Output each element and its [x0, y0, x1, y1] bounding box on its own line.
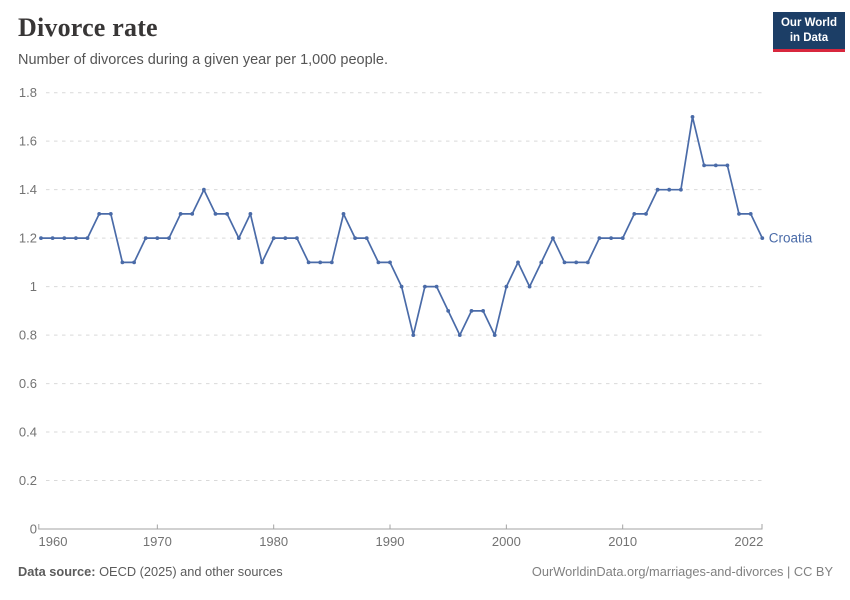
data-point[interactable] [457, 333, 462, 337]
data-point[interactable] [388, 260, 392, 265]
data-point[interactable] [492, 333, 497, 337]
data-point[interactable] [644, 212, 648, 216]
data-point[interactable] [725, 163, 730, 168]
y-axis-tick-label: 0 [30, 522, 37, 537]
data-source-note: Data source: OECD (2025) and other sourc… [18, 564, 283, 579]
data-point[interactable] [434, 284, 439, 289]
data-point[interactable] [178, 212, 183, 216]
data-point[interactable] [248, 212, 253, 216]
data-point[interactable] [399, 284, 404, 289]
y-axis-tick-label: 1.8 [19, 85, 37, 100]
y-axis-tick-label: 0.8 [19, 328, 37, 343]
chart-footer: Data source: OECD (2025) and other sourc… [18, 564, 833, 579]
data-point[interactable] [190, 212, 195, 216]
data-point[interactable] [213, 212, 218, 216]
page-title: Divorce rate [18, 13, 158, 42]
data-point[interactable] [423, 284, 427, 289]
owid-logo[interactable]: Our World in Data [772, 12, 845, 52]
data-point[interactable] [260, 260, 264, 265]
data-point[interactable] [679, 187, 683, 192]
data-point[interactable] [236, 236, 241, 241]
data-point[interactable] [504, 284, 509, 289]
data-point[interactable] [469, 309, 474, 313]
data-point[interactable] [760, 236, 765, 241]
x-axis-tick-label: 2022 [734, 534, 763, 549]
x-axis-tick-label: 2010 [608, 534, 637, 549]
entity-label[interactable]: Croatia [769, 231, 813, 246]
data-point[interactable] [97, 212, 102, 216]
y-axis-tick-label: 1.4 [19, 182, 37, 197]
x-axis-tick-label: 1980 [259, 534, 288, 549]
data-point[interactable] [516, 260, 520, 265]
data-point[interactable] [62, 236, 67, 241]
data-point[interactable] [551, 236, 555, 241]
data-point[interactable] [202, 187, 206, 192]
data-point[interactable] [364, 236, 369, 241]
data-point[interactable] [411, 333, 416, 337]
data-point[interactable] [667, 187, 672, 192]
data-point[interactable] [155, 236, 160, 241]
data-point[interactable] [295, 236, 299, 241]
data-point[interactable] [353, 236, 357, 241]
data-point[interactable] [50, 236, 55, 241]
y-axis-tick-label: 1 [30, 279, 37, 294]
data-point[interactable] [737, 212, 741, 216]
data-source-label: Data source: [18, 564, 96, 579]
data-point[interactable] [329, 260, 334, 265]
data-point[interactable] [74, 236, 78, 241]
data-point[interactable] [609, 236, 613, 241]
data-point[interactable] [85, 236, 90, 241]
data-point[interactable] [271, 236, 276, 241]
data-point[interactable] [690, 115, 695, 119]
data-point[interactable] [39, 236, 43, 241]
page-subtitle: Number of divorces during a given year p… [18, 51, 388, 68]
x-axis-tick-label: 2000 [492, 534, 521, 549]
data-point[interactable] [702, 163, 706, 168]
divorce-rate-line[interactable] [41, 116, 764, 336]
y-axis-tick-label: 1.6 [19, 134, 37, 149]
data-point[interactable] [318, 260, 323, 265]
data-point[interactable] [306, 260, 311, 265]
data-point[interactable] [597, 236, 602, 241]
data-point[interactable] [108, 212, 113, 216]
owid-logo-line2: in Data [789, 31, 829, 44]
data-point[interactable] [143, 236, 148, 241]
y-axis-tick-label: 0.6 [19, 376, 37, 391]
chart-header: Divorce rate Number of divorces during a… [18, 13, 670, 69]
data-point[interactable] [527, 284, 532, 289]
data-point[interactable] [120, 260, 125, 265]
y-axis-tick-label: 1.2 [19, 231, 37, 246]
owid-logo-line1: Our World [780, 17, 837, 29]
data-point[interactable] [376, 260, 381, 265]
data-point[interactable] [539, 260, 544, 265]
data-point[interactable] [713, 163, 718, 168]
data-point[interactable] [167, 236, 171, 241]
x-axis-tick-label: 1990 [376, 534, 405, 549]
data-point[interactable] [585, 260, 590, 265]
y-axis-tick-label: 0.4 [19, 425, 37, 440]
data-point[interactable] [562, 260, 567, 265]
data-point[interactable] [574, 260, 579, 265]
data-point[interactable] [225, 212, 230, 216]
data-point[interactable] [446, 309, 451, 313]
y-axis-tick-label: 0.2 [19, 473, 37, 488]
data-point[interactable] [632, 212, 637, 216]
data-point[interactable] [283, 236, 288, 241]
x-axis-tick-label: 1960 [39, 534, 68, 549]
data-point[interactable] [132, 260, 137, 265]
attribution-link[interactable]: OurWorldinData.org/marriages-and-divorce… [531, 564, 833, 579]
data-source-text: OECD (2025) and other sources [99, 564, 283, 579]
x-axis-tick-label: 1970 [143, 534, 172, 549]
data-point[interactable] [748, 212, 753, 216]
data-point[interactable] [481, 309, 485, 313]
data-point[interactable] [341, 212, 346, 216]
data-point[interactable] [655, 187, 660, 192]
data-point[interactable] [620, 236, 625, 241]
